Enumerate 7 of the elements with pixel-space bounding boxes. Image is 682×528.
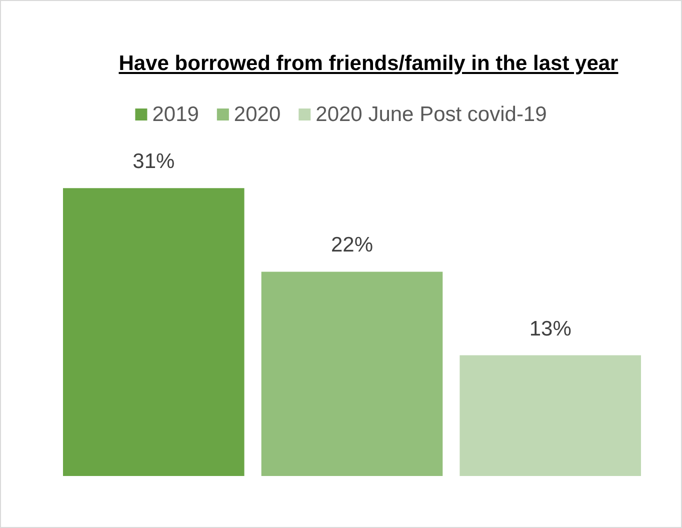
chart-title: Have borrowed from friends/family in the last year [118,51,620,77]
legend-label: 2020 June Post covid-19 [316,103,547,126]
data-label: 31% [132,150,175,174]
data-label: 22% [330,234,374,257]
legend-label: 2020 [234,103,281,126]
legend-label: 2019 [152,103,199,126]
data-label: 13% [529,317,572,340]
